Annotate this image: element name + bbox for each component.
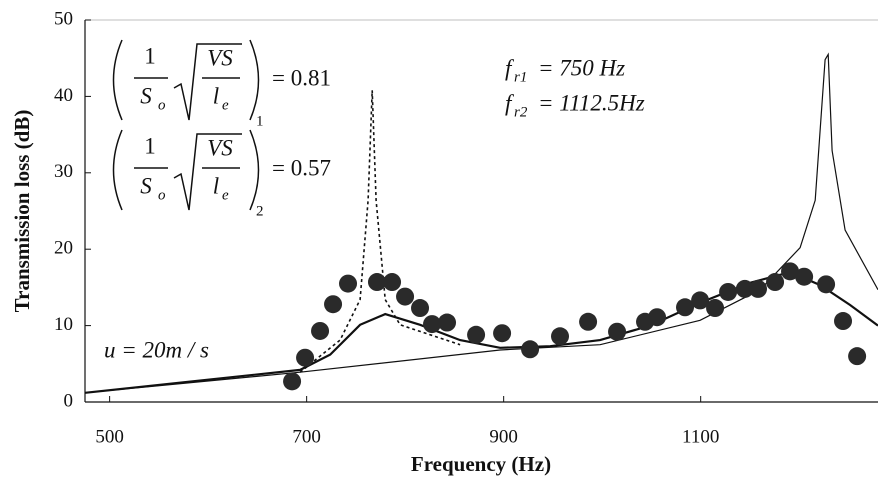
y-tick-label: 0 [64, 390, 74, 411]
scatter-point [438, 313, 457, 332]
velocity-label: u = 20m / s [104, 337, 209, 362]
scatter-point [411, 299, 430, 318]
formula: 1 S o VS l e 2 = 0.57 [112, 129, 331, 219]
scatter-point [735, 279, 754, 298]
paren [112, 39, 123, 121]
scatter-point [691, 291, 710, 310]
scatter-point [766, 273, 785, 292]
formula-denominator: S [140, 173, 152, 198]
scatter-point [493, 324, 512, 343]
formula-numerator: 1 [144, 43, 156, 68]
scatter-point [423, 315, 442, 334]
resonance-sub: r2 [514, 104, 528, 120]
scatter-point [706, 299, 725, 318]
line-series [299, 90, 461, 373]
scatter-point [311, 321, 330, 340]
scatter-point [579, 312, 598, 331]
x-axis-title: Frequency (Hz) [411, 452, 551, 476]
formula-value: = 0.57 [272, 155, 331, 180]
formula-denominator: S [140, 83, 152, 108]
scatter-point [551, 327, 570, 346]
scatter-point [834, 312, 853, 331]
root-denominator-sub: e [222, 97, 229, 113]
y-tick-label: 30 [54, 161, 73, 182]
y-tick-label: 20 [54, 238, 73, 259]
scatter-point [521, 340, 540, 359]
y-tick-label: 10 [54, 314, 73, 335]
radical [173, 133, 242, 211]
formula: 1 S o VS l e 1 = 0.81 [112, 39, 331, 129]
formula-denominator-sub: o [158, 97, 166, 113]
root-denominator: l [213, 173, 219, 198]
root-numerator: VS [207, 45, 233, 70]
scatter-point [396, 287, 415, 306]
formula-denominator-sub: o [158, 187, 166, 203]
root-denominator-sub: e [222, 187, 229, 203]
scatter-point [795, 267, 814, 286]
y-axis-title: Transmission loss (dB) [10, 110, 34, 313]
scatter-point [676, 298, 695, 317]
formula-value: = 0.81 [272, 65, 331, 90]
resonance-symbol: f [505, 90, 515, 115]
scatter-point [283, 372, 302, 391]
x-tick-label: 1100 [682, 426, 719, 447]
x-tick-label: 500 [95, 426, 124, 447]
root-denominator: l [213, 83, 219, 108]
scatter-point [367, 273, 386, 292]
x-tick-label: 700 [292, 426, 321, 447]
root-numerator: VS [207, 135, 233, 160]
resonance-value: = 1112.5Hz [538, 90, 645, 115]
scatter-point [719, 282, 738, 301]
formula-subscript: 2 [256, 203, 264, 219]
paren [112, 129, 123, 211]
resonance-sub: r1 [514, 69, 527, 85]
line-series [84, 52, 878, 394]
scatter-point [817, 275, 836, 294]
x-tick-label: 900 [489, 426, 518, 447]
resonance-symbol: f [505, 55, 515, 80]
formula-numerator: 1 [144, 133, 156, 158]
scatter-point [467, 325, 486, 344]
scatter-point [749, 279, 768, 298]
scatter-point [296, 348, 315, 367]
radical [173, 43, 242, 121]
paren [249, 129, 260, 211]
scatter-point [648, 308, 667, 327]
formula-subscript: 1 [256, 113, 264, 129]
y-tick-label: 50 [54, 8, 73, 29]
scatter-point [383, 273, 402, 292]
scatter-point [781, 262, 800, 281]
y-tick-label: 40 [54, 85, 73, 106]
scatter-point [339, 274, 358, 293]
resonance-value: = 750 Hz [538, 55, 625, 80]
scatter-point [848, 347, 867, 366]
paren [249, 39, 260, 121]
scatter-point [608, 322, 627, 341]
scatter-point [324, 295, 343, 314]
